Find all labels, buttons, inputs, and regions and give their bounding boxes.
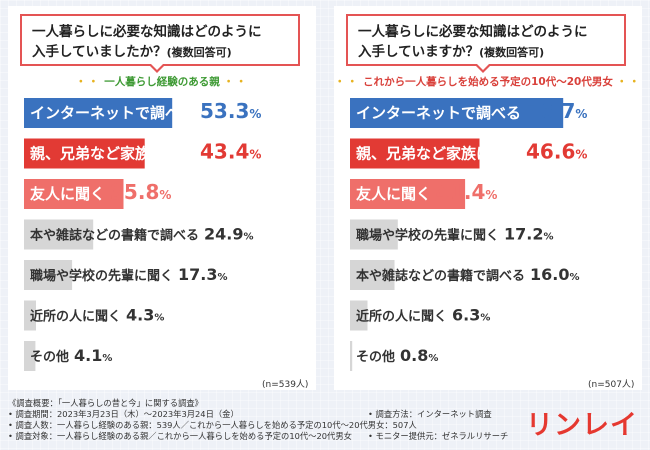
- question-line-1: 一人暮らしに必要な知識はどのように: [358, 24, 588, 40]
- bar: [350, 98, 564, 128]
- question-box: 一人暮らしに必要な知識はどのように 入手していましたか？(複数回答可): [20, 14, 300, 73]
- bar: [350, 260, 395, 290]
- bar-value-label: 職場や学校の先輩に聞く 17.3%: [30, 265, 228, 284]
- survey-target: • 調査対象：一人暮らし経験のある親／これから一人暮らしを始める予定の10代～2…: [8, 431, 352, 441]
- survey-footer: 《調査概要：「一人暮らしの昔と今」に関する調査》 • 調査期間：2023年3月2…: [8, 398, 528, 442]
- bar: [350, 341, 353, 371]
- survey-period: • 調査期間：2023年3月23日（木）～2023年3月24日（金）: [8, 409, 239, 419]
- bar: [24, 260, 73, 290]
- subtitle-text: これから一人暮らしを始める予定の10代～20代男女: [363, 76, 613, 88]
- bar-value-label: その他 4.1%: [30, 346, 112, 365]
- bar: [24, 341, 36, 371]
- brand-logo: リンレイ: [526, 410, 638, 441]
- survey-provider: • モニター提供元：ゼネラルリサーチ: [368, 431, 509, 441]
- bar-value-label: その他 0.8%: [356, 346, 438, 365]
- bar: [24, 138, 145, 169]
- question-note: (複数回答可): [166, 46, 232, 59]
- bar: [350, 138, 480, 169]
- bar-value-label: 職場や学校の先輩に聞く 17.2%: [356, 225, 554, 244]
- subtitle: ・・ これから一人暮らしを始める予定の10代～20代男女 ・・: [334, 74, 642, 89]
- dots-left: ・・: [75, 76, 101, 88]
- bar: [24, 98, 173, 128]
- bar-value-label: 親、兄弟など家族に聞く 43.4%: [30, 140, 261, 164]
- subtitle: ・・ 一人暮らし経験のある親 ・・: [8, 74, 316, 89]
- bar: [350, 179, 466, 209]
- question-line-1: 一人暮らしに必要な知識はどのように: [32, 24, 262, 40]
- panel-youth: 一人暮らしに必要な知識はどのように 入手していますか？(複数回答可) ・・ これ…: [334, 6, 642, 390]
- survey-title: 《調査概要：「一人暮らしの昔と今」に関する調査》: [8, 398, 203, 408]
- bar: [24, 300, 36, 331]
- subtitle-text: 一人暮らし経験のある親: [104, 76, 220, 88]
- bar-value-label: 親、兄弟など家族に聞く 46.6%: [356, 140, 587, 164]
- sample-size: (n=539人): [262, 380, 309, 390]
- bar-chart-youth: インターネットで調べる 76.7% 親、兄弟など家族に聞く 46.6% 友人に聞く 41.…: [350, 98, 587, 371]
- survey-people: • 調査人数：一人暮らし経験のある親：539人／これから一人暮らしを始める予定の…: [8, 420, 417, 430]
- bar-value-label: 近所の人に聞く 4.3%: [30, 306, 164, 325]
- dots-right: ・・: [616, 76, 642, 88]
- bar: [24, 219, 94, 250]
- bar: [350, 219, 398, 250]
- bar-value-label: 本や雑誌などの書籍で調べる 16.0%: [356, 265, 580, 284]
- bar-value-label: インターネットで調べる 76.7%: [356, 99, 587, 123]
- bar-value-label: 友人に聞く 35.8%: [30, 180, 171, 204]
- bar-value-label: 友人に聞く 41.4%: [356, 180, 497, 204]
- survey-method: • 調査方法：インターネット調査: [368, 409, 492, 419]
- dots-right: ・・: [223, 76, 249, 88]
- bar-value-label: インターネットで調べる 53.3%: [30, 99, 261, 123]
- dots-left: ・・: [334, 76, 360, 88]
- bar: [350, 300, 368, 331]
- bar: [24, 179, 124, 209]
- panel-parents: 一人暮らしに必要な知識はどのように 入手していましたか？(複数回答可) ・・ 一…: [8, 6, 316, 390]
- bar-value-label: 近所の人に聞く 6.3%: [356, 306, 490, 325]
- question-note: (複数回答可): [479, 46, 545, 59]
- question-line-2: 入手していますか？: [358, 44, 480, 60]
- question-box: 一人暮らしに必要な知識はどのように 入手していますか？(複数回答可): [346, 14, 626, 73]
- bar-value-label: 本や雑誌などの書籍で調べる 24.9%: [30, 225, 254, 244]
- bar-chart-parents: インターネットで調べる 53.3% 親、兄弟など家族に聞く 43.4% 友人に聞く 35.…: [24, 98, 261, 371]
- sample-size: (n=507人): [588, 380, 635, 390]
- question-line-2: 入手していましたか？: [32, 44, 167, 60]
